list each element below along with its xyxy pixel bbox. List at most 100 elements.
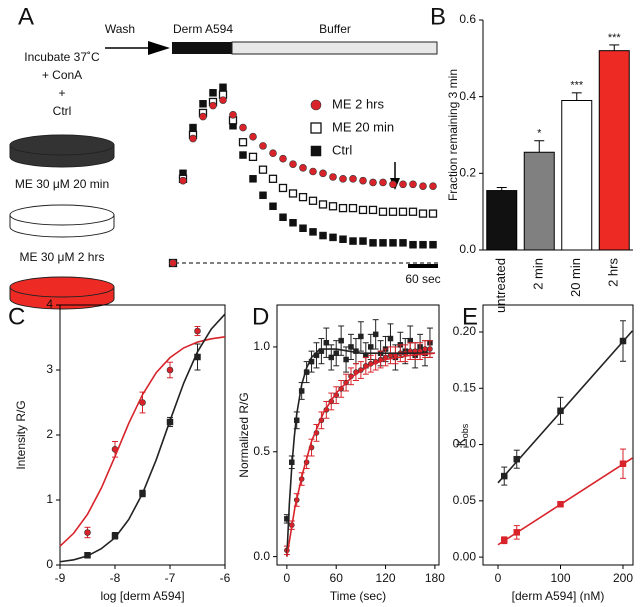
x-tick-label: untreated (493, 258, 508, 313)
chase-bar (231, 41, 438, 55)
marker (289, 218, 297, 227)
marker (319, 169, 327, 178)
x-tick-label: 60 (330, 571, 344, 585)
y-tick-label: 0.20 (453, 324, 477, 338)
marker (278, 183, 288, 193)
marker (189, 134, 197, 143)
marker (419, 240, 427, 249)
significance: *** (570, 80, 584, 92)
x-tick-label: 0 (284, 571, 291, 585)
marker (279, 213, 287, 221)
x-tick-label: 120 (376, 571, 396, 585)
marker (387, 335, 394, 342)
marker (239, 123, 247, 132)
bar (561, 100, 593, 251)
panel-letter: A (18, 3, 34, 30)
protocol-label: Wash (105, 22, 135, 36)
marker (209, 101, 217, 110)
marker (318, 200, 328, 209)
marker (279, 154, 287, 163)
marker (209, 89, 217, 97)
marker (427, 346, 433, 352)
x-tick-label: -8 (110, 571, 121, 585)
marker (309, 167, 317, 176)
y-tick-label: 0.15 (453, 380, 477, 394)
marker (219, 83, 227, 92)
y-tick-label: 3 (46, 362, 53, 376)
marker (229, 110, 237, 119)
marker (179, 176, 187, 185)
y-axis-label: Fraction remaining 3 min (446, 69, 460, 201)
y-tick-label: 0.05 (453, 493, 477, 507)
marker (333, 350, 339, 356)
panel-letter: B (430, 3, 446, 30)
marker (379, 239, 387, 247)
panel-letter: C (8, 303, 25, 330)
bar (523, 151, 555, 251)
x-axis-label: [derm A594] (nM) (512, 589, 605, 603)
significance: * (537, 128, 542, 140)
y-tick-label: 0.4 (459, 89, 476, 103)
y-tick-label: 0.5 (253, 444, 270, 458)
marker (194, 327, 201, 335)
x-tick-label: -9 (55, 571, 66, 585)
marker (309, 228, 317, 236)
marker (359, 176, 367, 185)
protocol-label: Derm A594 (173, 22, 233, 36)
marker (239, 151, 247, 159)
marker (289, 160, 297, 168)
y-tick-label: 1.0 (253, 339, 270, 353)
y-axis-label: Normalized R/G (237, 392, 251, 477)
marker (329, 173, 337, 181)
marker (249, 132, 257, 141)
x-axis-label: log [derm A594] (100, 589, 184, 603)
marker (358, 205, 368, 215)
marker (288, 189, 298, 198)
schematic-text: + ConA (42, 68, 82, 82)
x-tick-label: 2 hrs (606, 258, 621, 287)
bar (598, 50, 630, 251)
legend-label: Ctrl (332, 142, 352, 157)
y-tick-label: 0.2 (459, 166, 476, 180)
marker (398, 207, 408, 216)
marker (189, 123, 197, 132)
marker (298, 192, 308, 202)
y-axis-label: Kobs (454, 423, 470, 446)
marker (259, 191, 267, 200)
scale-bar-label: 60 sec (405, 272, 440, 286)
marker (248, 152, 258, 162)
x-tick-label: 20 min (568, 258, 583, 297)
x-tick-label: 200 (613, 571, 633, 585)
marker (339, 235, 347, 243)
fit-line (286, 352, 435, 557)
y-tick-label: 1 (46, 492, 53, 506)
marker (359, 237, 367, 245)
fit-line (497, 330, 633, 484)
marker (349, 237, 357, 245)
bar (486, 190, 518, 251)
marker (408, 207, 418, 216)
marker (418, 209, 428, 218)
marker (258, 165, 268, 174)
dish-label: ME 30 μM 2 hrs (20, 250, 105, 264)
marker (269, 202, 277, 211)
x-tick-label: 0 (495, 571, 502, 585)
marker (369, 178, 377, 187)
marker (268, 174, 278, 183)
marker (84, 529, 91, 536)
legend-marker (310, 122, 322, 134)
marker (348, 203, 358, 213)
marker (199, 112, 207, 121)
marker (409, 180, 417, 189)
y-tick-label: 0.6 (459, 12, 476, 26)
x-axis-label: Time (sec) (330, 589, 386, 603)
marker (389, 239, 397, 247)
marker (339, 175, 347, 183)
schematic-text: + (58, 86, 65, 100)
y-tick-label: 0.00 (453, 549, 477, 563)
marker (111, 532, 119, 539)
marker (308, 196, 318, 205)
fit-line (497, 457, 633, 546)
plot-frame (482, 304, 634, 566)
